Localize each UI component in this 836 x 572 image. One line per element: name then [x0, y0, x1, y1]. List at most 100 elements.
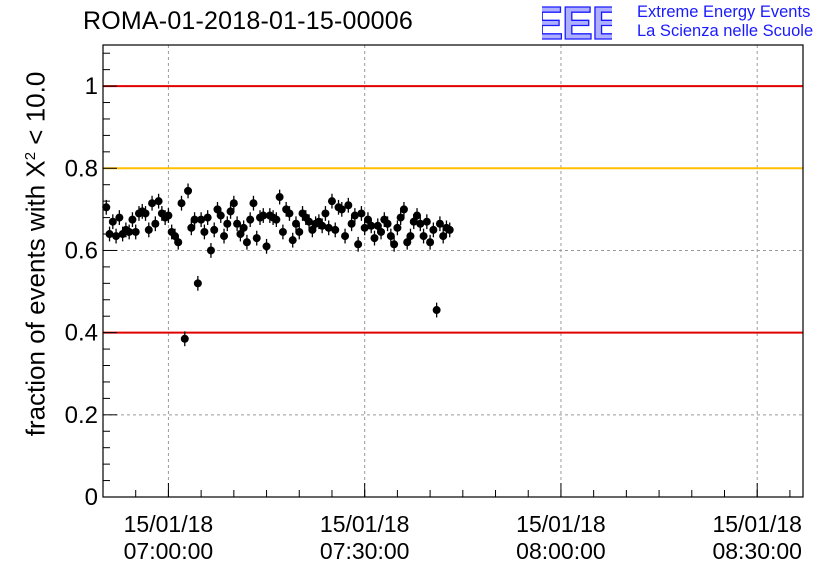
data-point: [386, 232, 395, 241]
data-point: [419, 232, 428, 241]
data-point: [190, 215, 199, 224]
data-point: [144, 225, 153, 234]
data-point: [226, 207, 235, 216]
data-point: [347, 219, 356, 228]
plot-frame: [102, 44, 804, 498]
data-point: [246, 215, 255, 224]
data-point: [337, 205, 346, 214]
data-point: [206, 246, 215, 255]
data-point: [242, 238, 251, 247]
data-point: [141, 209, 150, 218]
data-point: [354, 240, 363, 249]
data-point: [383, 219, 392, 228]
data-point: [396, 213, 405, 222]
x-tick-label-time: 07:30:00: [320, 538, 410, 564]
data-point: [216, 211, 225, 220]
y-tick-label: 1: [85, 73, 98, 100]
eee-logo-mark-fill: EEE: [542, 0, 612, 44]
chart-title: ROMA-01-2018-01-15-00006: [83, 7, 413, 35]
data-point: [390, 240, 399, 249]
y-tick-label: 0.8: [65, 155, 98, 182]
data-point: [187, 223, 196, 232]
data-point: [239, 223, 248, 232]
data-point: [321, 209, 330, 218]
data-point: [350, 211, 359, 220]
x-tick-label-date: 15/01/18: [712, 511, 802, 537]
y-tick-label: 0.2: [65, 402, 98, 429]
data-point: [373, 221, 382, 230]
x-tick-label-time: 08:00:00: [516, 538, 606, 564]
data-point: [403, 238, 412, 247]
data-point: [154, 197, 163, 206]
data-point: [288, 236, 297, 245]
data-point: [275, 193, 284, 202]
data-point: [327, 197, 336, 206]
data-point: [363, 215, 372, 224]
data-point: [295, 227, 304, 236]
data-point: [203, 213, 212, 222]
data-point: [213, 205, 222, 214]
data-point: [416, 219, 425, 228]
x-tick-label-time: 08:30:00: [712, 538, 802, 564]
logo-caption: Extreme Energy Events La Scienza nelle S…: [637, 3, 813, 41]
data-point: [174, 238, 183, 247]
data-point: [357, 209, 366, 218]
x-tick-label-time: 07:00:00: [124, 538, 214, 564]
data-point: [393, 223, 402, 232]
data-point: [278, 227, 287, 236]
data-point: [108, 217, 117, 226]
data-point: [177, 199, 186, 208]
data-point: [272, 215, 281, 224]
data-point: [360, 223, 369, 232]
data-point: [105, 230, 114, 239]
data-point: [285, 209, 294, 218]
logo-caption-line2: La Scienza nelle Scuole: [637, 22, 814, 40]
data-point: [148, 199, 157, 208]
data-point: [259, 211, 268, 220]
data-point: [200, 227, 209, 236]
data-point: [197, 215, 206, 224]
data-point: [170, 232, 179, 241]
data-point: [229, 199, 238, 208]
data-point: [308, 225, 317, 234]
data-point: [128, 215, 137, 224]
y-tick-label: 0: [85, 484, 98, 511]
data-point: [125, 227, 134, 236]
eee-logo: EEE EEE: [542, 0, 612, 44]
data-point: [331, 225, 340, 234]
y-tick-label: 0.4: [65, 320, 98, 347]
x-tick-label-date: 15/01/18: [516, 511, 606, 537]
data-point: [112, 232, 121, 241]
data-point: [409, 217, 418, 226]
data-point: [223, 219, 232, 228]
data-point: [131, 227, 140, 236]
data-point: [422, 217, 431, 226]
x-tick-label-date: 15/01/18: [320, 511, 410, 537]
logo-caption-line1: Extreme Energy Events: [637, 3, 811, 21]
data-point: [367, 221, 376, 230]
data-point: [210, 225, 219, 234]
data-point: [377, 227, 386, 236]
data-point: [318, 221, 327, 230]
data-point: [429, 225, 438, 234]
data-point: [220, 232, 229, 241]
data-point: [184, 186, 193, 195]
data-point: [102, 203, 111, 212]
data-point: [432, 306, 441, 315]
data-point: [291, 219, 300, 228]
data-point: [262, 242, 271, 251]
data-point: [435, 219, 444, 228]
data-point: [193, 279, 202, 288]
data-point: [370, 234, 379, 243]
data-point: [341, 232, 350, 241]
data-point: [324, 223, 333, 232]
data-point: [180, 334, 189, 343]
data-point: [151, 219, 160, 228]
x-tick-label-date: 15/01/18: [124, 511, 214, 537]
data-point: [252, 234, 261, 243]
eee-logo-mark: EEE: [542, 0, 612, 44]
data-point: [344, 201, 353, 210]
data-point: [249, 199, 258, 208]
data-point: [115, 213, 124, 222]
